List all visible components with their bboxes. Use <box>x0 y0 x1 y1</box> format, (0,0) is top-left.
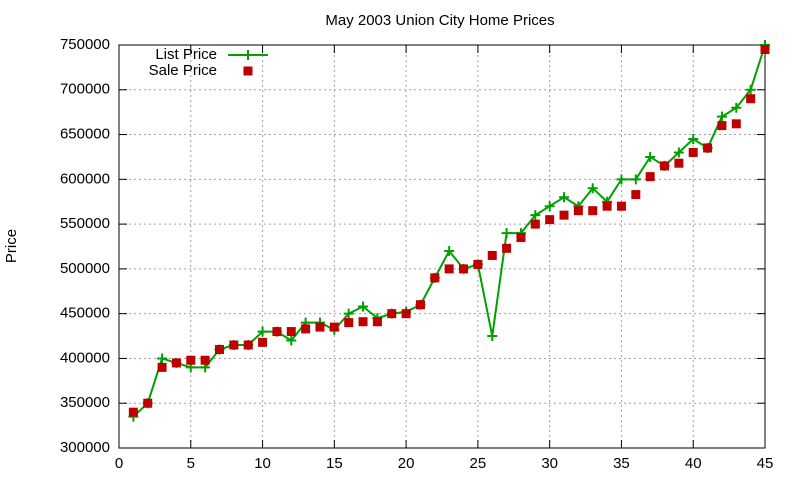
data-point <box>444 264 454 274</box>
data-point <box>315 322 325 332</box>
data-point <box>746 94 756 104</box>
data-point <box>157 362 167 372</box>
data-point <box>301 324 311 334</box>
data-point <box>559 210 569 220</box>
data-point <box>760 44 770 54</box>
x-tick-label: 0 <box>115 455 123 472</box>
data-point <box>630 174 641 185</box>
y-tick-label: 500000 <box>60 260 110 277</box>
data-point <box>430 273 440 283</box>
y-tick-label: 550000 <box>60 215 110 232</box>
plot-frame <box>118 44 766 449</box>
data-point <box>631 190 641 200</box>
data-point <box>731 119 741 129</box>
data-point <box>286 327 296 337</box>
data-point <box>401 309 411 319</box>
data-point <box>587 183 598 194</box>
data-point <box>358 301 369 312</box>
data-point <box>645 151 656 162</box>
data-point <box>745 84 756 95</box>
data-point <box>716 111 727 122</box>
data-point <box>243 340 253 350</box>
x-tick-label: 30 <box>541 455 558 472</box>
data-point <box>258 337 268 347</box>
data-point <box>544 201 555 212</box>
data-point <box>387 309 397 319</box>
x-tick-label: 45 <box>757 455 774 472</box>
data-point <box>530 219 540 229</box>
x-tick-label: 10 <box>254 455 271 472</box>
data-point <box>673 147 684 158</box>
legend-label: Sale Price <box>149 62 217 79</box>
data-point <box>616 201 626 211</box>
data-point <box>229 340 239 350</box>
data-point <box>286 335 297 346</box>
data-point <box>616 174 627 185</box>
y-axis-label: Price <box>3 229 20 263</box>
y-tick-label: 400000 <box>60 349 110 366</box>
data-point <box>688 134 699 145</box>
y-tick-label: 300000 <box>60 439 110 456</box>
x-tick-label: 15 <box>326 455 343 472</box>
data-point <box>487 250 497 260</box>
data-point <box>530 210 541 221</box>
data-point <box>588 206 598 216</box>
x-tick-label: 20 <box>398 455 415 472</box>
data-point <box>372 317 382 327</box>
data-point <box>272 327 282 337</box>
y-tick-label: 700000 <box>60 81 110 98</box>
y-tick-label: 450000 <box>60 305 110 322</box>
data-point <box>487 331 498 342</box>
data-point <box>128 407 138 417</box>
legend-label: List Price <box>155 46 217 63</box>
data-point <box>343 308 354 319</box>
data-point <box>731 102 742 113</box>
y-tick-label: 650000 <box>60 126 110 143</box>
data-point <box>329 322 339 332</box>
data-point <box>674 158 684 168</box>
y-tick-label: 750000 <box>60 36 110 53</box>
data-point <box>573 206 583 216</box>
x-tick-label: 5 <box>187 455 195 472</box>
data-point <box>186 355 196 365</box>
data-point <box>444 245 455 256</box>
legend-marker <box>243 66 253 76</box>
data-point <box>459 264 469 274</box>
data-point <box>473 259 483 269</box>
data-point <box>602 201 612 211</box>
data-point <box>200 355 210 365</box>
data-point <box>214 344 224 354</box>
data-point <box>516 233 526 243</box>
data-point <box>545 215 555 225</box>
data-point <box>645 172 655 182</box>
y-tick-label: 600000 <box>60 170 110 187</box>
legend-marker <box>243 50 253 60</box>
data-point <box>502 243 512 253</box>
data-point <box>358 317 368 327</box>
x-tick-label: 40 <box>685 455 702 472</box>
data-point <box>688 147 698 157</box>
data-point <box>415 300 425 310</box>
data-point <box>143 398 153 408</box>
data-point <box>257 326 268 337</box>
data-point <box>501 228 512 239</box>
data-point <box>703 143 713 153</box>
data-point <box>559 192 570 203</box>
data-point <box>157 353 168 364</box>
data-point <box>660 161 670 171</box>
data-point <box>171 358 181 368</box>
data-point <box>717 121 727 131</box>
chart-title: May 2003 Union City Home Prices <box>325 12 554 29</box>
x-tick-label: 25 <box>470 455 487 472</box>
data-point <box>344 318 354 328</box>
y-tick-label: 350000 <box>60 394 110 411</box>
x-tick-label: 35 <box>613 455 630 472</box>
